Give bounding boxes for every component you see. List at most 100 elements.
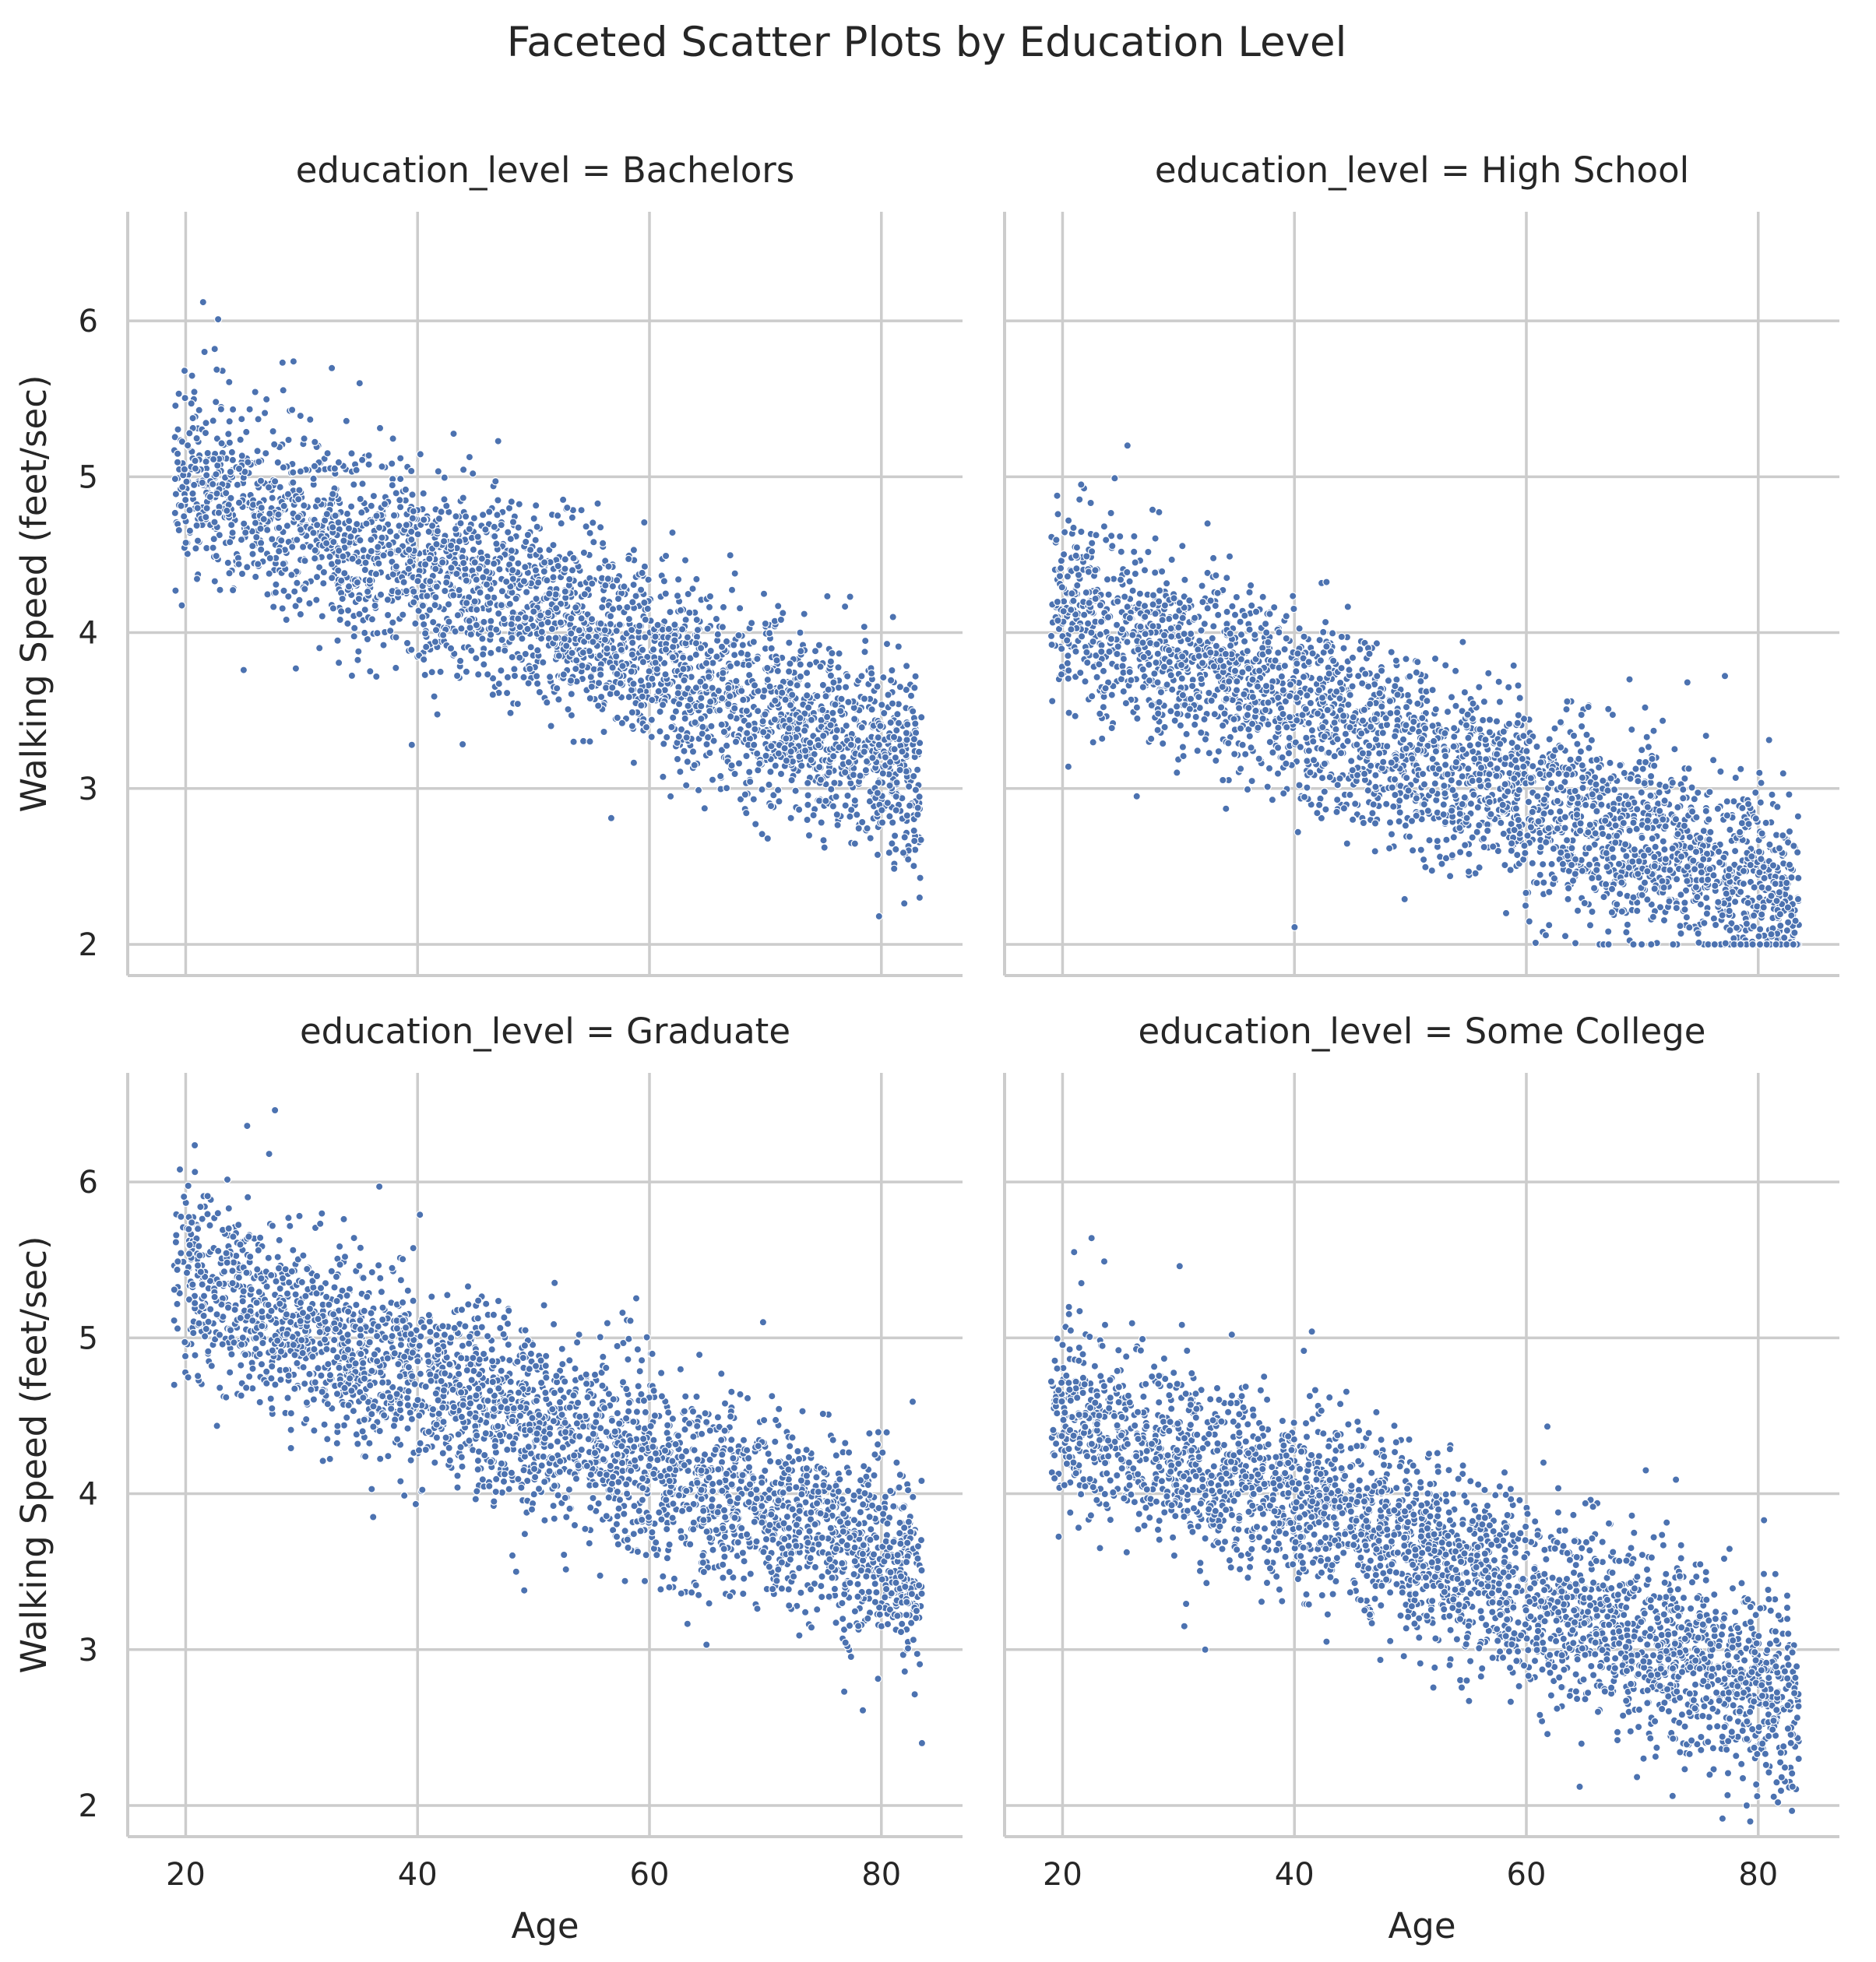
data-point <box>885 812 894 821</box>
data-point <box>1462 721 1471 730</box>
data-point <box>666 607 674 617</box>
data-point <box>452 671 462 680</box>
data-point <box>226 538 234 547</box>
data-point <box>892 806 900 814</box>
data-point <box>1264 638 1272 647</box>
data-point <box>561 564 569 573</box>
data-point <box>180 367 189 375</box>
data-point <box>1214 747 1223 756</box>
data-point <box>836 707 845 716</box>
data-point <box>1219 775 1227 785</box>
data-point <box>671 707 681 716</box>
data-point <box>823 592 832 601</box>
data-point <box>625 554 633 564</box>
data-point <box>206 493 214 501</box>
data-point <box>498 635 506 645</box>
data-point <box>827 785 836 793</box>
data-point <box>703 624 712 633</box>
data-point <box>484 670 492 679</box>
data-point <box>293 536 301 544</box>
data-point <box>481 526 490 534</box>
data-point <box>193 504 202 512</box>
data-point <box>437 508 445 516</box>
facet-panel-2: education_level = High School <box>1003 149 1839 977</box>
data-point <box>264 483 273 492</box>
data-point <box>1561 932 1570 941</box>
data-point <box>171 474 180 483</box>
data-point <box>1232 592 1241 602</box>
data-point <box>909 772 918 781</box>
scatter-points <box>170 297 926 921</box>
data-point <box>1167 671 1175 680</box>
data-point <box>358 480 367 488</box>
data-point <box>758 830 766 839</box>
data-point <box>559 670 568 679</box>
data-point <box>1660 916 1669 925</box>
data-point <box>641 633 649 642</box>
data-point <box>753 655 762 663</box>
data-point <box>863 824 871 833</box>
data-point <box>262 395 271 404</box>
data-point <box>726 692 734 701</box>
data-point <box>697 701 706 711</box>
data-point <box>718 623 727 631</box>
data-point <box>339 552 347 561</box>
data-point <box>685 608 694 617</box>
data-point <box>336 615 344 624</box>
data-point <box>758 717 767 726</box>
data-point <box>225 378 234 386</box>
data-point <box>589 519 597 527</box>
data-point <box>802 691 811 700</box>
data-point <box>1405 832 1414 841</box>
data-point <box>886 718 895 727</box>
data-point <box>849 771 858 779</box>
data-point <box>1084 568 1093 576</box>
data-point <box>1210 710 1220 719</box>
data-point <box>742 706 751 716</box>
data-point <box>403 638 412 648</box>
y-tick-label: 3 <box>79 772 98 807</box>
data-point <box>843 672 852 680</box>
data-point <box>270 477 280 486</box>
data-point <box>1309 737 1318 746</box>
data-point <box>501 646 509 655</box>
data-point <box>480 617 488 627</box>
data-point <box>876 722 885 730</box>
data-point <box>363 587 372 596</box>
data-point <box>1225 552 1234 561</box>
data-point <box>1285 733 1293 742</box>
data-point <box>565 575 574 584</box>
data-point <box>336 607 346 616</box>
data-point <box>1459 638 1467 646</box>
data-point <box>275 523 283 533</box>
data-point <box>1374 749 1384 758</box>
data-point <box>1151 534 1160 543</box>
data-point <box>829 678 838 687</box>
data-point <box>1330 719 1339 727</box>
data-point <box>818 731 828 740</box>
data-point <box>763 675 773 684</box>
data-point <box>1756 798 1765 807</box>
data-point <box>226 467 235 476</box>
data-point <box>1726 825 1734 834</box>
data-point <box>389 434 397 443</box>
data-point <box>192 521 201 530</box>
data-point <box>347 449 356 458</box>
data-point <box>375 523 384 532</box>
data-point <box>313 521 322 529</box>
data-point <box>323 449 332 458</box>
data-point <box>399 610 407 619</box>
data-point <box>766 768 775 776</box>
data-point <box>1150 670 1159 678</box>
data-point <box>425 606 435 614</box>
data-point <box>224 430 233 438</box>
data-point <box>667 723 676 732</box>
data-point <box>1348 682 1357 691</box>
data-point <box>1730 797 1738 806</box>
data-point <box>722 741 731 751</box>
data-point <box>372 672 381 681</box>
data-point <box>1597 800 1606 809</box>
data-point <box>1313 709 1322 718</box>
data-point <box>850 796 860 805</box>
data-point <box>447 564 456 572</box>
